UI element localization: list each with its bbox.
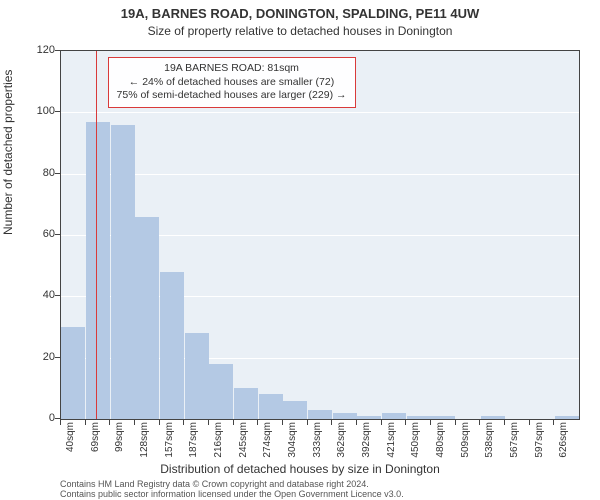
x-tick-mark [257, 420, 258, 425]
x-tick-label: 362sqm [336, 422, 347, 462]
x-tick-mark [405, 420, 406, 425]
x-tick-label: 450sqm [410, 422, 421, 462]
histogram-bar [431, 416, 455, 419]
x-tick-mark [208, 420, 209, 425]
histogram-bar [234, 388, 258, 419]
y-tick-mark [55, 418, 60, 419]
x-tick-label: 304sqm [287, 422, 298, 462]
x-tick-mark [233, 420, 234, 425]
x-tick-label: 128sqm [139, 422, 150, 462]
y-tick-mark [55, 295, 60, 296]
y-tick-label: 80 [25, 167, 55, 179]
x-tick-mark [479, 420, 480, 425]
y-tick-mark [55, 357, 60, 358]
y-axis-label: Number of detached properties [1, 70, 15, 235]
annotation-line2: ← 24% of detached houses are smaller (72… [117, 76, 347, 90]
x-tick-mark [159, 420, 160, 425]
histogram-bar [135, 217, 159, 419]
x-tick-label: 509sqm [460, 422, 471, 462]
histogram-bar [481, 416, 505, 419]
x-tick-mark [455, 420, 456, 425]
chart-title: 19A, BARNES ROAD, DONINGTON, SPALDING, P… [0, 6, 600, 21]
x-tick-label: 99sqm [114, 422, 125, 462]
histogram-bar [382, 413, 406, 419]
histogram-bar [357, 416, 381, 419]
histogram-bar [111, 125, 135, 419]
y-tick-label: 40 [25, 289, 55, 301]
y-tick-mark [55, 111, 60, 112]
y-tick-label: 100 [25, 105, 55, 117]
x-tick-mark [430, 420, 431, 425]
x-tick-mark [381, 420, 382, 425]
x-tick-mark [60, 420, 61, 425]
x-tick-label: 245sqm [238, 422, 249, 462]
x-tick-mark [85, 420, 86, 425]
histogram-bar [555, 416, 579, 419]
x-tick-label: 626sqm [558, 422, 569, 462]
x-tick-label: 480sqm [435, 422, 446, 462]
y-tick-mark [55, 50, 60, 51]
x-tick-label: 392sqm [361, 422, 372, 462]
x-tick-label: 421sqm [386, 422, 397, 462]
x-tick-label: 187sqm [188, 422, 199, 462]
x-tick-label: 538sqm [484, 422, 495, 462]
y-tick-label: 20 [25, 351, 55, 363]
histogram-bar [333, 413, 357, 419]
x-tick-mark [134, 420, 135, 425]
histogram-bar [86, 122, 110, 419]
gridline [61, 174, 579, 175]
histogram-bar [61, 327, 85, 419]
x-tick-label: 597sqm [534, 422, 545, 462]
histogram-bar [209, 364, 233, 419]
histogram-bar [308, 410, 332, 419]
histogram-bar [407, 416, 431, 419]
x-tick-label: 567sqm [509, 422, 520, 462]
reference-line [96, 51, 97, 419]
gridline [61, 112, 579, 113]
annotation-line3: 75% of semi-detached houses are larger (… [117, 89, 347, 103]
histogram-bar [185, 333, 209, 419]
x-tick-label: 157sqm [164, 422, 175, 462]
annotation-box: 19A BARNES ROAD: 81sqm← 24% of detached … [108, 57, 356, 108]
x-tick-mark [109, 420, 110, 425]
x-tick-mark [504, 420, 505, 425]
x-tick-mark [356, 420, 357, 425]
y-tick-label: 60 [25, 228, 55, 240]
y-tick-mark [55, 173, 60, 174]
x-tick-label: 40sqm [65, 422, 76, 462]
x-tick-mark [183, 420, 184, 425]
x-tick-mark [282, 420, 283, 425]
plot-area: 19A BARNES ROAD: 81sqm← 24% of detached … [60, 50, 580, 420]
x-tick-mark [553, 420, 554, 425]
chart-subtitle: Size of property relative to detached ho… [0, 24, 600, 38]
y-tick-mark [55, 234, 60, 235]
histogram-bar [259, 394, 283, 419]
footer-line2: Contains public sector information licen… [60, 490, 404, 500]
x-tick-label: 69sqm [90, 422, 101, 462]
y-tick-label: 120 [25, 44, 55, 56]
footer-attribution: Contains HM Land Registry data © Crown c… [60, 480, 404, 500]
x-tick-label: 333sqm [312, 422, 323, 462]
annotation-line1: 19A BARNES ROAD: 81sqm [117, 62, 347, 76]
y-tick-label: 0 [25, 412, 55, 424]
histogram-bar [283, 401, 307, 419]
x-axis-label: Distribution of detached houses by size … [0, 462, 600, 476]
x-tick-mark [331, 420, 332, 425]
x-tick-label: 216sqm [213, 422, 224, 462]
x-tick-mark [307, 420, 308, 425]
x-tick-mark [529, 420, 530, 425]
x-tick-label: 274sqm [262, 422, 273, 462]
histogram-bar [160, 272, 184, 419]
